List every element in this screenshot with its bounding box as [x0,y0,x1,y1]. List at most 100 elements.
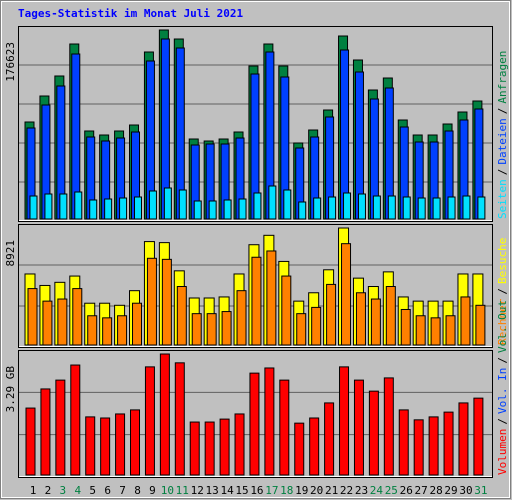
x-tick-label: 9 [149,484,156,497]
bar [59,193,68,220]
bar [74,191,83,220]
bar [387,195,396,220]
bar [89,199,98,220]
bar [341,243,352,346]
bar [29,195,38,220]
x-tick-label: 15 [235,484,248,497]
bar [134,196,143,220]
bar [70,364,81,476]
legend-entry: Anfragen [496,51,509,104]
legend-entry: Dateien [496,118,509,164]
legend-entry: Volumen [496,429,509,475]
bar [328,196,337,220]
bar [130,409,141,476]
bar [104,198,113,220]
x-tick-label: 25 [385,484,398,497]
y-tick-label: 8921 [4,240,17,267]
bar [208,200,217,220]
bar [372,195,381,220]
bar [447,196,456,220]
bar [353,379,364,476]
bar [44,193,53,220]
bar [443,411,454,476]
bar [25,407,36,476]
bar [163,187,172,220]
bar [266,250,277,346]
bar [219,418,230,476]
x-tick-label: 1 [30,484,37,497]
x-tick-label: 29 [444,484,457,497]
x-tick-label: 22 [340,484,353,497]
bar [87,315,98,346]
legend-separator: / [496,108,509,115]
bar [100,417,111,476]
bar [249,372,260,476]
bar [264,367,275,476]
bar [355,292,366,346]
bar [234,413,245,476]
x-tick-label: 3 [60,484,67,497]
bar [221,311,232,346]
x-tick-label: 20 [310,484,323,497]
bar [298,201,307,220]
bar [117,315,128,346]
bar [72,288,83,346]
bar [268,185,277,220]
x-tick-label: 27 [415,484,428,497]
bar [146,257,157,346]
bar [400,308,411,346]
y-tick-label: 3.29 GB [4,366,17,413]
bar [102,317,113,346]
x-tick-label: 28 [429,484,442,497]
x-tick-label: 11 [176,484,189,497]
bar [193,200,202,220]
bar [191,313,202,346]
bar [475,304,486,346]
bar [309,417,320,476]
x-tick-label: 14 [220,484,234,497]
x-tick-label: 31 [474,484,487,497]
bar [415,315,426,346]
bar [445,315,456,346]
legend-entry: Seiten [496,179,509,219]
bar [477,196,486,220]
bar [236,290,247,346]
bar [326,283,337,346]
bar [370,298,381,346]
bar [473,397,484,476]
bar [132,302,143,346]
legend-separator: / [496,357,509,364]
bar [368,390,379,476]
x-tick-label: 13 [206,484,219,497]
bar [238,198,247,220]
x-tick-label: 21 [325,484,338,497]
bar [343,192,352,220]
x-tick-label: 18 [280,484,293,497]
bar [281,275,292,346]
bar [283,189,292,220]
legend-entry: Besuche [496,238,509,284]
x-tick-label: 4 [74,484,81,497]
bar [40,388,51,476]
chart-title: Tages-Statistik im Monat Juli 2021 [18,7,244,20]
bar [413,419,424,476]
x-tick-label: 24 [370,484,384,497]
x-tick-label: 8 [134,484,141,497]
bar [357,193,366,220]
bar [57,298,68,346]
x-tick-label: 6 [104,484,111,497]
bar [339,366,350,476]
legend: Rechner / Besuche [496,238,509,345]
bar [178,189,187,220]
bar [115,413,126,476]
bar [294,422,305,476]
x-tick-label: 23 [355,484,368,497]
bar [85,416,96,476]
legend-separator: / [496,418,509,425]
x-tick-label: 7 [119,484,126,497]
bar [432,197,441,220]
